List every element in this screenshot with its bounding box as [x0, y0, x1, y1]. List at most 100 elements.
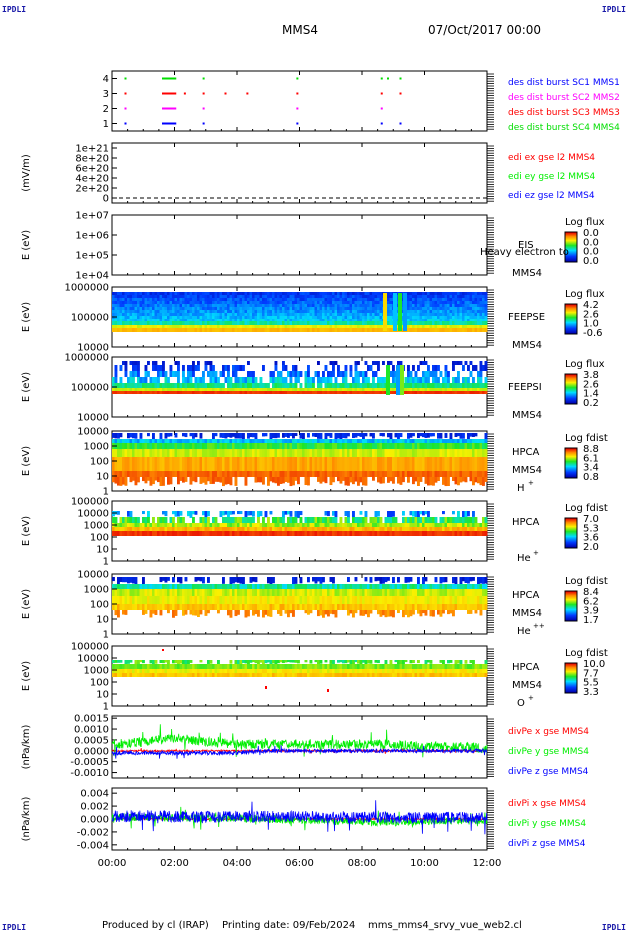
spectrogram-cell [307, 388, 310, 391]
burst-mark [380, 92, 383, 95]
spectrogram-cell [232, 443, 235, 449]
spectrogram-cell [417, 383, 420, 388]
spectrogram-cell [154, 457, 158, 471]
spectrogram-cell [162, 511, 165, 515]
spectrogram-cell [397, 443, 400, 449]
spectrogram-cell [199, 471, 203, 477]
spectrogram-cell [244, 377, 248, 383]
spectrogram-cell [197, 377, 200, 383]
spectrogram-cell [197, 457, 200, 471]
spectrogram-cell [294, 371, 298, 377]
spectrogram-cell [312, 527, 315, 531]
spectrogram-cell [239, 391, 243, 394]
spectrogram-cell [434, 313, 438, 316]
colorbar-swatch [565, 457, 577, 459]
spectrogram-cell [399, 443, 403, 449]
spectrogram-cell [169, 328, 173, 332]
spectrogram-cell [474, 313, 478, 316]
spectrogram-cell [279, 377, 283, 383]
spectrogram-cell [332, 383, 335, 388]
spectrogram-cell [274, 391, 278, 394]
spectrogram-cell [229, 313, 233, 316]
spectrogram-cell [224, 517, 228, 523]
spectrogram-cell [114, 527, 118, 531]
spectrogram-cell [252, 443, 255, 449]
spectrogram-cell [444, 295, 448, 298]
spectrogram-cell [359, 295, 363, 298]
spectrogram-cell [329, 531, 333, 536]
spectrogram-cell [269, 391, 273, 394]
spectrogram-cell [262, 471, 265, 477]
spectrogram-cell [397, 439, 400, 443]
spectrogram-cell [159, 391, 163, 394]
spectrogram-cell [442, 511, 445, 515]
spectrogram-cell [462, 443, 465, 449]
spectrogram-cell [379, 457, 383, 471]
spectrogram-cell [197, 292, 200, 295]
spectrogram-cell [254, 449, 258, 457]
spectrogram-cell [334, 316, 338, 319]
spectrogram-cell [342, 319, 345, 322]
spectrogram-cell [262, 443, 265, 449]
spectrogram-cell [449, 457, 453, 471]
spectrogram-cell [112, 439, 115, 443]
spectrogram-cell [257, 292, 260, 295]
spectrogram-cell [312, 292, 315, 295]
colorbar-swatch [565, 258, 577, 260]
spectrogram-cell [289, 471, 293, 477]
spectrogram-cell [147, 449, 150, 457]
spectrogram-cell [362, 295, 365, 298]
spectrogram-cell [182, 328, 185, 332]
spectrogram-cell [422, 517, 425, 523]
spectrogram-cell [302, 328, 305, 332]
spectrogram-cell [289, 292, 293, 295]
spectrogram-cell [482, 292, 485, 295]
spectrogram-cell [204, 457, 208, 471]
colorbar-swatch [565, 385, 577, 387]
spectrogram-cell [117, 531, 120, 536]
spectrogram-cell [437, 383, 440, 388]
spectrogram-cell [317, 391, 320, 394]
spectrogram-cell [464, 313, 468, 316]
spectrogram-cell [472, 433, 475, 437]
spectrogram-cell [392, 527, 395, 531]
spectrogram-cell [157, 439, 160, 443]
spectrogram-cell [114, 439, 118, 443]
spectrogram-cell [214, 377, 218, 383]
spectrogram-cell [127, 439, 130, 443]
spectrogram-cell [267, 316, 270, 319]
spectrogram-cell [467, 321, 470, 325]
spectrogram-cell [259, 383, 263, 388]
spectrogram-cell [119, 377, 123, 383]
spectrogram-cell [229, 307, 233, 310]
spectrogram-cell [207, 457, 210, 471]
spectrogram-cell [167, 298, 170, 301]
spectrogram-cell [222, 471, 225, 477]
spectrogram-cell [192, 319, 195, 322]
spectrogram-cell [304, 310, 308, 313]
spectrogram-cell [274, 321, 278, 325]
spectrogram-cell [399, 449, 403, 457]
spectrogram-cell [147, 304, 150, 307]
spectrogram-cell [297, 471, 300, 477]
spectrogram-cell [242, 365, 245, 371]
spectrogram-cell [464, 517, 468, 523]
spectrogram-cell [289, 531, 293, 536]
spectrogram-cell [457, 292, 460, 295]
spectrogram-cell [292, 371, 295, 377]
spectrogram-cell [254, 439, 258, 443]
spectrogram-cell [297, 295, 300, 298]
spectrogram-cell [462, 319, 465, 322]
spectrogram-cell [477, 328, 480, 332]
spectrogram-cell [332, 527, 335, 531]
spectrogram-cell [309, 439, 313, 443]
spectrogram-cell [237, 527, 240, 531]
spectrogram-cell [287, 443, 290, 449]
colorbar-swatch [565, 450, 577, 452]
spectrogram-cell [424, 523, 428, 527]
spectrogram-cell [374, 471, 378, 477]
spectrogram-cell [294, 523, 298, 527]
spectrogram-cell [204, 477, 208, 485]
spectrogram-cell [367, 319, 370, 322]
spectrogram-cell [214, 439, 218, 443]
